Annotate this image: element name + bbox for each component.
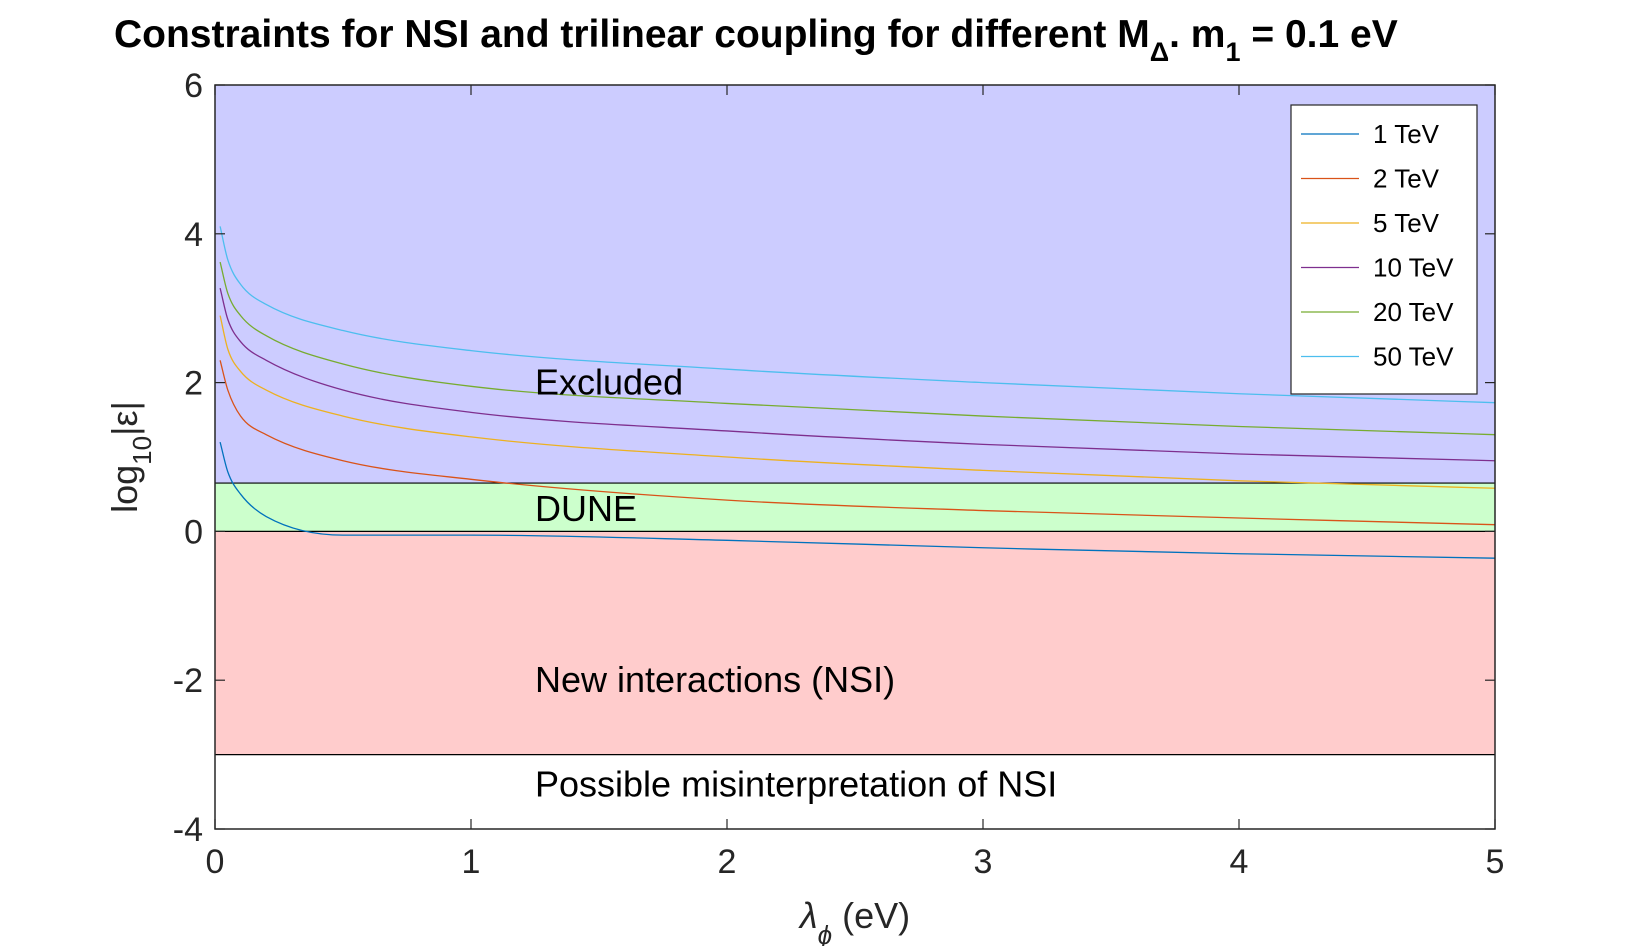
region-band (215, 85, 1495, 484)
y-tick-label: -2 (173, 662, 203, 700)
legend-entry-label: 5 TeV (1373, 208, 1440, 238)
legend-entry-label: 2 TeV (1373, 164, 1440, 194)
region-band (215, 483, 1495, 532)
region-labels: Excluded DUNE New interactions (NSI) Possib… (535, 362, 1057, 805)
region-label: Excluded (535, 362, 683, 403)
series-line (219, 226, 1496, 404)
region-label: DUNE (535, 488, 637, 529)
region-band (215, 531, 1495, 755)
y-axis-label: log10|ε| (104, 401, 157, 513)
x-tick-label: 2 (718, 843, 737, 881)
legend-entry-label: 1 TeV (1373, 119, 1440, 149)
y-tick-label: -4 (173, 811, 203, 849)
region-band (215, 754, 1495, 829)
legend-entry-label: 50 TeV (1373, 342, 1454, 372)
region-label: Possible misinterpretation of NSI (535, 763, 1057, 804)
plot-frame (214, 84, 1496, 830)
x-tick-label: 4 (1230, 843, 1249, 881)
y-tick-label: 6 (184, 67, 203, 105)
series-line (219, 441, 1496, 559)
legend: 1 TeV 2 TeV 5 TeV 10 TeV 20 TeV 50 TeV (1290, 104, 1478, 395)
x-tick-label: 5 (1486, 843, 1505, 881)
region-label: New interactions (NSI) (535, 659, 895, 700)
y-tick-label: 0 (184, 513, 203, 551)
series-line (219, 315, 1496, 489)
region-bands (215, 85, 1495, 829)
series-curves (219, 226, 1496, 559)
legend-entry-label: 20 TeV (1373, 297, 1454, 327)
x-tick-label: 1 (462, 843, 481, 881)
boundary-lines (215, 482, 1495, 756)
series-line (219, 287, 1496, 462)
y-tick-label: 2 (184, 365, 203, 403)
chart-title: Constraints for NSI and trilinear coupli… (114, 13, 1398, 67)
axis-ticks: 0 1 2 3 4 5 -4 -2 0 2 4 6 (173, 67, 1505, 881)
series-line (219, 360, 1496, 526)
legend-box (1290, 104, 1478, 395)
series-line (219, 261, 1496, 436)
y-tick-label: 4 (184, 216, 203, 254)
x-tick-label: 3 (974, 843, 993, 881)
legend-entry-label: 10 TeV (1373, 253, 1454, 283)
x-tick-label: 0 (206, 843, 225, 881)
x-axis-label: λϕ (eV) (798, 895, 910, 946)
